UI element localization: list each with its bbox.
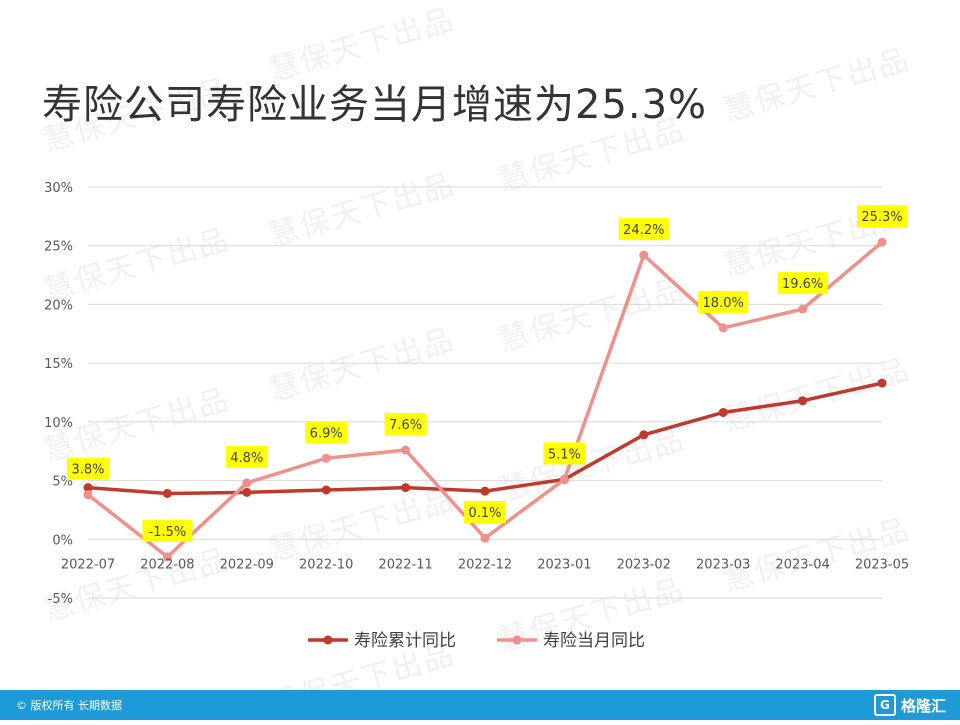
data-label: 3.8%	[71, 463, 104, 478]
data-label: 0.1%	[468, 506, 501, 521]
data-point	[877, 237, 887, 247]
y-tick-label: -5%	[48, 592, 73, 607]
x-axis-ticks: 2022-07 2022-08 2022-09 2022-10 2022-11 2022-…	[61, 557, 909, 572]
data-label-bg	[464, 501, 506, 524]
data-point	[242, 478, 252, 488]
legend-label: 寿险累计同比	[354, 631, 456, 651]
data-label-bg	[857, 205, 907, 228]
data-point	[321, 453, 331, 463]
x-tick-label: 2022-12	[458, 557, 512, 572]
data-point	[401, 445, 411, 455]
x-tick-label: 2022-07	[61, 557, 115, 572]
y-axis-ticks: 30%25%20%15%10%5%0%-5%	[44, 181, 73, 607]
x-tick-label: 2023-02	[617, 557, 671, 572]
data-point	[480, 486, 490, 496]
x-tick-label: 2022-09	[220, 557, 274, 572]
data-label: 25.3%	[861, 210, 902, 225]
legend-swatch-marker	[512, 635, 522, 645]
x-tick-label: 2022-08	[140, 557, 194, 572]
brand-icon: G	[873, 694, 896, 716]
data-point	[798, 396, 808, 406]
data-label-bg	[543, 442, 586, 465]
line-chart: 30%25%20%15%10%5%0%-5% 2022-07 2022-08 202…	[44, 181, 909, 651]
legend: 寿险累计同比 寿险当月同比	[308, 631, 645, 651]
y-tick-label: 30%	[44, 181, 73, 196]
data-label: 18.0%	[703, 296, 744, 311]
footer-bar: © 版权所有 长期数据 G 格隆汇	[0, 690, 960, 720]
data-labels: 3.8% -1.5% 4.8% 6.9% 7.6% 0.1% 5.1% 24.2% 18.0% 1…	[67, 205, 907, 542]
y-tick-label: 20%	[44, 298, 73, 313]
y-tick-label: 0%	[52, 533, 73, 548]
data-point	[559, 474, 569, 484]
data-point	[718, 323, 728, 333]
brand-logo: G 格隆汇	[873, 694, 946, 716]
data-point	[162, 488, 172, 498]
data-point	[639, 430, 649, 440]
x-tick-label: 2022-10	[299, 557, 353, 572]
data-point	[639, 250, 649, 260]
data-label: 7.6%	[389, 418, 422, 433]
data-label: 24.2%	[623, 223, 664, 238]
page-title: 寿险公司寿险业务当月增速为25.3%	[42, 82, 708, 128]
data-label: 6.9%	[310, 426, 343, 441]
data-point	[877, 378, 887, 388]
series-layer	[83, 237, 887, 562]
data-label-bg	[698, 290, 749, 313]
data-label: 5.1%	[548, 447, 581, 462]
data-point	[798, 304, 808, 314]
legend-swatch-marker	[323, 635, 333, 645]
y-tick-label: 25%	[44, 240, 73, 255]
data-point	[242, 487, 252, 497]
x-tick-label: 2023-04	[775, 557, 829, 572]
series-line-1	[87, 381, 883, 496]
data-point	[401, 483, 411, 493]
x-tick-label: 2023-05	[855, 557, 909, 572]
data-label: -1.5%	[149, 525, 187, 540]
brand-name: 格隆汇	[900, 696, 946, 715]
x-tick-label: 2023-03	[696, 557, 750, 572]
data-point	[83, 483, 93, 493]
data-label-bg	[142, 519, 193, 542]
data-label-bg	[225, 445, 268, 468]
data-label: 19.6%	[782, 277, 823, 292]
data-point	[480, 533, 490, 543]
data-point	[162, 552, 172, 562]
data-point	[321, 485, 331, 495]
x-tick-label: 2023-01	[537, 557, 591, 572]
data-label-bg	[67, 457, 109, 480]
data-point	[718, 407, 728, 417]
x-tick-label: 2022-11	[378, 557, 432, 572]
data-label-bg	[618, 218, 669, 241]
y-tick-label: 15%	[44, 357, 73, 372]
y-tick-label: 10%	[44, 416, 73, 431]
data-label: 4.8%	[230, 451, 263, 466]
data-label-bg	[305, 421, 348, 444]
grid-layer	[88, 186, 882, 599]
copyright-text: © 版权所有 长期数据	[16, 699, 122, 712]
data-label-bg	[777, 272, 828, 295]
data-label-bg	[384, 413, 427, 436]
legend-label: 寿险当月同比	[543, 631, 645, 651]
data-point	[83, 490, 93, 500]
